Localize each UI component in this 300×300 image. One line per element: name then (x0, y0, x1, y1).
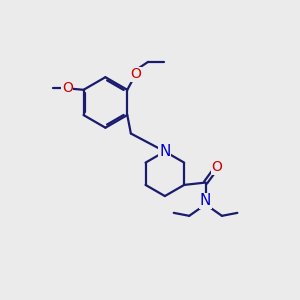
Text: O: O (212, 160, 222, 174)
Text: N: N (200, 194, 211, 208)
Text: O: O (62, 81, 73, 95)
Text: O: O (130, 68, 141, 81)
Text: N: N (159, 144, 170, 159)
